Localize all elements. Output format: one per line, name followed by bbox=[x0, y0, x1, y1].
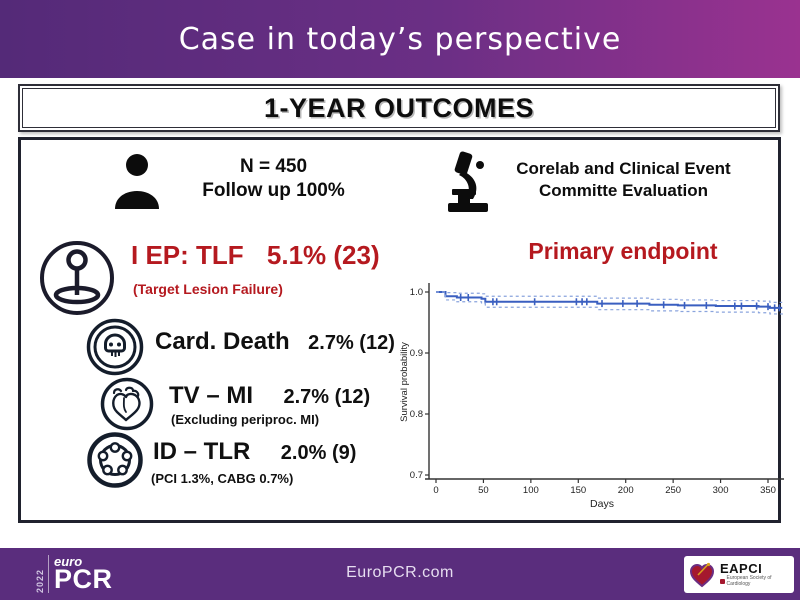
primary-endpoint-value: 5.1% (23) bbox=[266, 240, 380, 270]
id-tlr-row: ID – TLR 2.0% (9) bbox=[153, 438, 356, 466]
tv-mi-name: TV – MI bbox=[169, 382, 254, 409]
svg-text:0.9: 0.9 bbox=[410, 348, 423, 359]
microscope-icon bbox=[446, 151, 496, 213]
id-tlr-name: ID – TLR bbox=[153, 438, 251, 465]
main-content-box: N = 450 Follow up 100% Corelab and Clini… bbox=[18, 137, 784, 523]
chart-title: Primary endpoint bbox=[528, 238, 718, 264]
svg-text:100: 100 bbox=[523, 485, 539, 496]
europcr-logo: 2022 euro PCR bbox=[35, 555, 113, 593]
tv-mi-row: TV – MI 2.7% (12) bbox=[169, 382, 370, 410]
primary-endpoint-row: I EP: TLF 5.1% (23) bbox=[131, 240, 380, 271]
card-death-name: Card. Death bbox=[155, 328, 290, 355]
eapci-subtitle: European Society of Cardiology bbox=[720, 575, 790, 587]
corelab-line2: Committe Evaluation bbox=[538, 181, 709, 200]
footer-bar: 2022 euro PCR EuroPCR.com EAPCI Europea bbox=[0, 548, 800, 600]
card-death-value: 2.7% (12) bbox=[308, 332, 395, 354]
slide-title: Case in today’s perspective bbox=[178, 21, 622, 57]
banner: Case in today’s perspective bbox=[0, 0, 800, 78]
svg-text:0.7: 0.7 bbox=[410, 470, 423, 481]
id-tlr-sub: (PCI 1.3%, CABG 0.7%) bbox=[151, 471, 294, 486]
stent-icon bbox=[85, 430, 145, 490]
svg-text:350: 350 bbox=[760, 485, 776, 496]
skull-icon bbox=[85, 317, 145, 377]
corelab-stats: Corelab and Clinical Event Committe Eval… bbox=[501, 158, 746, 202]
svg-text:Survival probability: Survival probability bbox=[399, 342, 410, 422]
corelab-line1: Corelab and Clinical Event bbox=[516, 159, 731, 178]
population-stats: N = 450 Follow up 100% bbox=[161, 155, 386, 203]
logo-euro: euro bbox=[54, 554, 83, 569]
id-tlr-value: 2.0% (9) bbox=[280, 442, 357, 464]
primary-endpoint-name: I EP: TLF bbox=[131, 240, 244, 270]
svg-text:250: 250 bbox=[665, 485, 681, 496]
svg-text:Days: Days bbox=[590, 498, 614, 510]
eapci-logo-box: EAPCI European Society of Cardiology bbox=[684, 556, 794, 593]
svg-text:200: 200 bbox=[618, 485, 634, 496]
follow-up: Follow up 100% bbox=[202, 180, 345, 201]
svg-text:0: 0 bbox=[433, 485, 438, 496]
outcomes-title-box: 1-YEAR OUTCOMES bbox=[18, 84, 780, 132]
n-patients: N = 450 bbox=[239, 156, 308, 177]
pin-marker-icon bbox=[37, 238, 117, 318]
logo-separator bbox=[48, 555, 49, 593]
card-death-row: Card. Death 2.7% (12) bbox=[155, 328, 395, 356]
svg-text:1.0: 1.0 bbox=[410, 287, 423, 298]
eapci-heart-icon bbox=[688, 561, 716, 589]
tv-mi-sub: (Excluding periproc. MI) bbox=[171, 412, 320, 427]
svg-text:300: 300 bbox=[713, 485, 729, 496]
esc-mark-icon bbox=[720, 578, 725, 584]
primary-endpoint-sub: (Target Lesion Failure) bbox=[133, 281, 283, 297]
outcomes-title: 1-YEAR OUTCOMES bbox=[263, 92, 535, 123]
tv-mi-value: 2.7% (12) bbox=[283, 386, 371, 408]
eapci-name: EAPCI bbox=[720, 561, 763, 576]
svg-text:150: 150 bbox=[570, 485, 586, 496]
svg-text:0.8: 0.8 bbox=[410, 409, 423, 420]
europcr-url: EuroPCR.com bbox=[346, 564, 454, 581]
svg-text:50: 50 bbox=[478, 485, 489, 496]
heart-icon bbox=[99, 376, 155, 432]
person-icon bbox=[113, 151, 161, 211]
survival-chart: 0.7 0.8 0.9 1.0 0 50 100 150 200 250 300 350 Days Sur… bbox=[399, 283, 784, 510]
logo-pcr: PCR bbox=[54, 564, 113, 594]
